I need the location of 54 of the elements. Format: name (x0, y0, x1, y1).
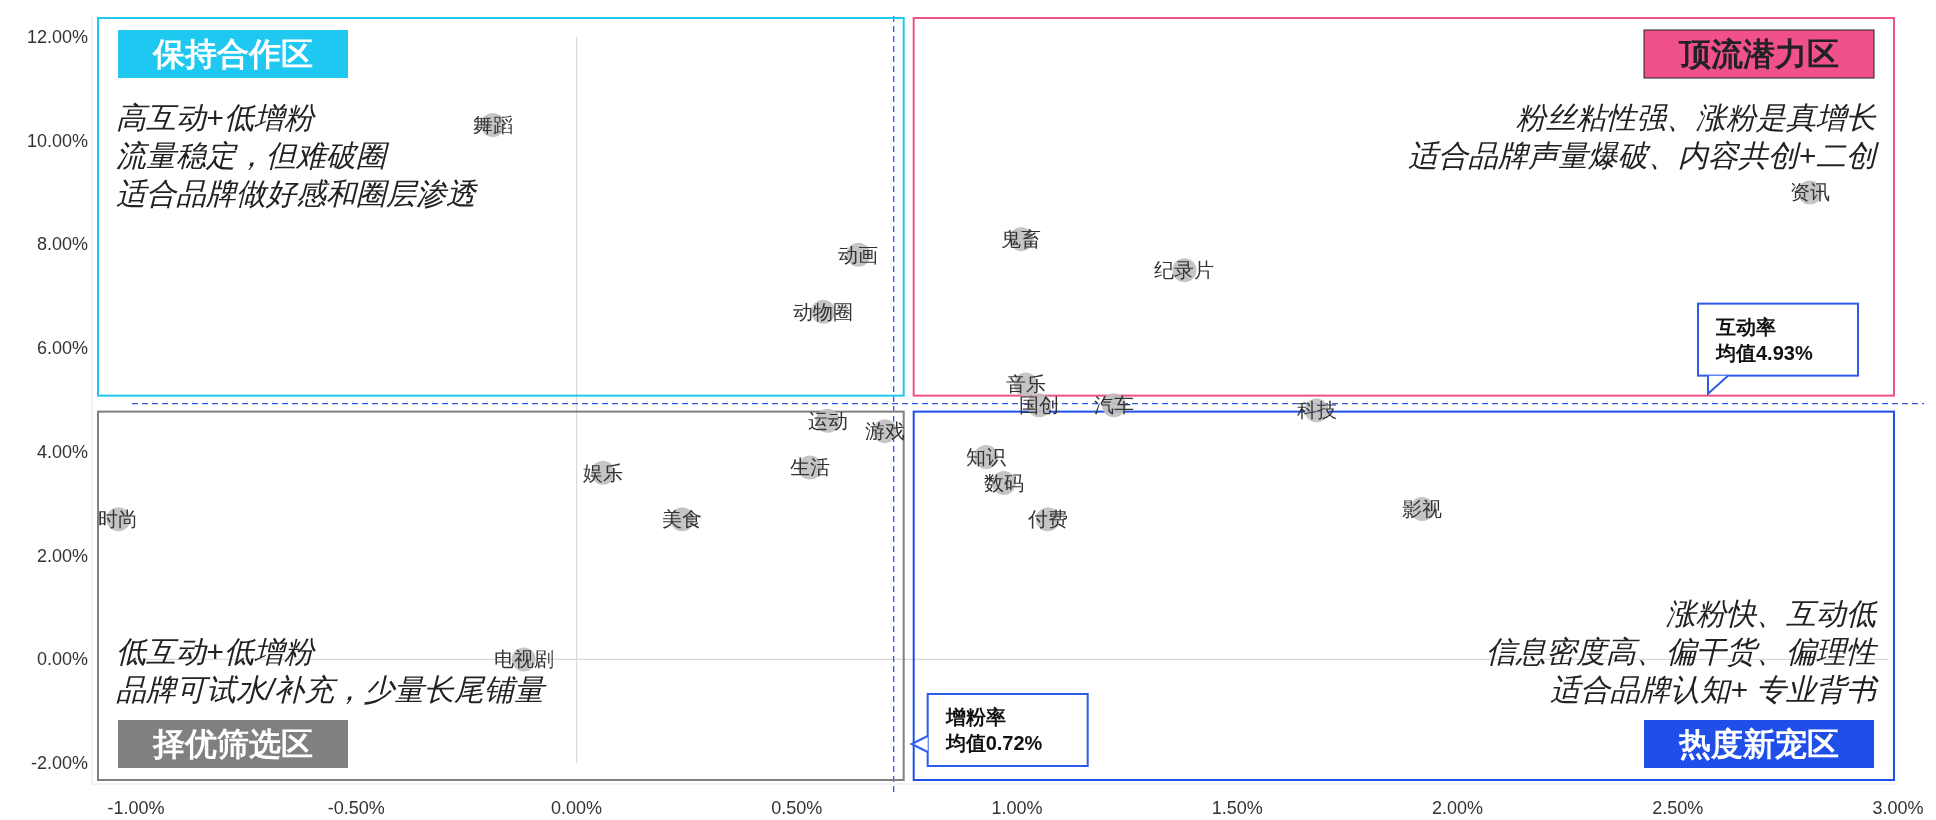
series-label: 知识 (966, 446, 1007, 469)
series-label: 资讯 (1789, 181, 1830, 204)
y-tick-label: 12.00% (26, 26, 88, 47)
series-label: 汽车 (1093, 394, 1134, 417)
series-label: 鬼畜 (1001, 228, 1042, 251)
y-tick-label: 4.00% (36, 441, 88, 462)
y-tick-label: -2.00% (30, 753, 88, 774)
series-label: 电视剧 (493, 648, 554, 671)
annotation: 粉丝粘性强、涨粉是真增长 (1516, 101, 1877, 134)
series-label: 科技 (1296, 399, 1337, 422)
y-tick-label: 0.00% (36, 649, 88, 670)
series-label: 动物圈 (793, 300, 854, 323)
annotation: 适合品牌声量爆破、内容共创+二创 (1408, 139, 1880, 172)
x-tick-label: 2.50% (1652, 798, 1704, 818)
annotation: 信息密度高、偏干货、偏理性 (1486, 635, 1879, 668)
ref-line-label: 互动率均值4.93% (1715, 315, 1813, 364)
x-tick-label: 2.00% (1431, 798, 1484, 818)
annotation: 涨粉快、互动低 (1666, 597, 1878, 630)
series-label: 时尚 (98, 508, 139, 531)
annotation: 适合品牌认知+ 专业背书 (1550, 673, 1879, 706)
annotation: 顶流潜力区 (1678, 36, 1839, 72)
y-tick-label: 6.00% (36, 338, 88, 359)
x-tick-label: 1.00% (991, 798, 1043, 818)
x-tick-label: 0.00% (551, 798, 603, 818)
series-label: 音乐 (1005, 373, 1046, 396)
series-label: 美食 (662, 508, 703, 531)
x-tick-label: -0.50% (327, 798, 385, 818)
series-label: 生活 (790, 456, 830, 479)
x-tick-label: -1.00% (107, 798, 165, 818)
annotation: 流量稳定，但难破圈 (116, 139, 390, 172)
y-tick-label: 8.00% (36, 234, 88, 255)
series-label: 影视 (1402, 497, 1443, 520)
annotation: 低互动+低增粉 (116, 635, 316, 668)
series-label: 国创 (1019, 394, 1060, 417)
ref-line-label: 增粉率均值0.72% (944, 706, 1043, 754)
series-label: 付费 (1026, 508, 1068, 531)
annotation: 品牌可试水/补充，少量长尾铺量 (116, 673, 548, 706)
series-label: 娱乐 (582, 461, 623, 484)
x-tick-label: 0.50% (771, 798, 823, 818)
series-label: 游戏 (864, 420, 905, 443)
series-label: 纪录片 (1154, 259, 1215, 282)
series-label: 运动 (807, 409, 848, 432)
x-tick-label: 3.00% (1872, 798, 1924, 818)
series-label: 动画 (838, 243, 879, 266)
annotation: 高互动+低增粉 (116, 101, 316, 134)
annotation: 热度新宠区 (1678, 726, 1839, 762)
annotation: 择优筛选区 (152, 726, 313, 762)
annotation: 保持合作区 (152, 36, 313, 72)
series-label: 舞蹈 (472, 113, 513, 136)
y-tick-label: 10.00% (26, 130, 88, 151)
annotation: 适合品牌做好感和圈层渗透 (116, 177, 479, 210)
x-tick-label: 1.50% (1211, 798, 1263, 818)
series-label: 数码 (983, 472, 1024, 495)
y-tick-label: 2.00% (36, 545, 88, 566)
